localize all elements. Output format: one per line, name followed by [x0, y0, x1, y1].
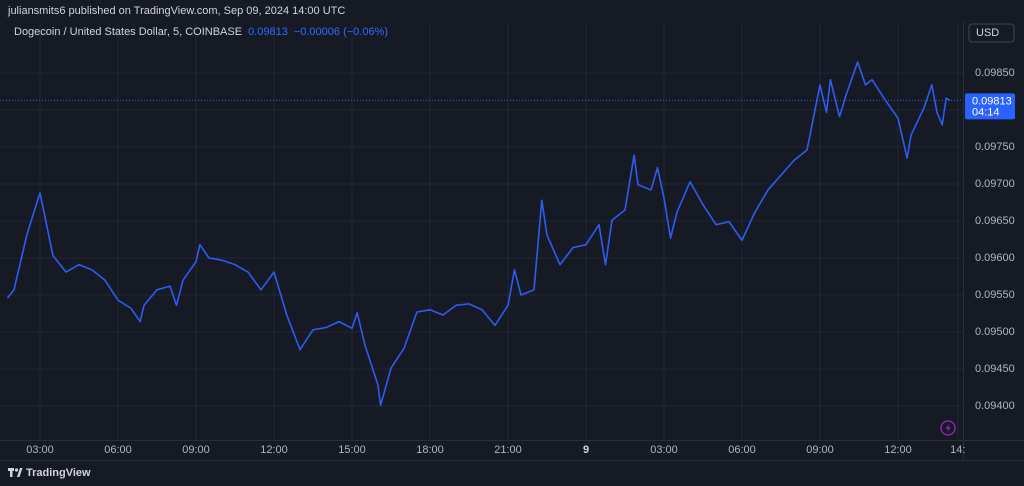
- y-tick-label: 0.09650: [975, 215, 1015, 227]
- y-tick-label: 0.09400: [975, 400, 1015, 412]
- alert-icon-bolt: [945, 423, 951, 433]
- header-change: −0.00006 (−0.06%): [294, 26, 388, 38]
- x-tick-label: 21:00: [494, 444, 522, 456]
- y-tick-label: 0.09850: [975, 67, 1015, 79]
- published-note: juliansmits6 published on TradingView.co…: [7, 5, 345, 17]
- last-price-label: 0.09813: [972, 95, 1012, 107]
- x-tick-label: 14:: [950, 444, 965, 456]
- x-tick-label: 03:00: [26, 444, 54, 456]
- x-tick-label: 12:00: [260, 444, 288, 456]
- x-tick-label: 09:00: [182, 444, 210, 456]
- x-tick-label: 06:00: [728, 444, 756, 456]
- x-tick-label: 03:00: [650, 444, 678, 456]
- plot-layer: [0, 61, 963, 407]
- alert-icon[interactable]: [940, 420, 956, 436]
- countdown-label: 04:14: [972, 106, 1000, 118]
- grid-layer: [0, 22, 963, 440]
- last-price-box: [965, 93, 1015, 120]
- brand-name: TradingView: [26, 467, 91, 479]
- y-tick-label: 0.09600: [975, 252, 1015, 264]
- x-tick-label: 06:00: [104, 444, 132, 456]
- y-tick-label: 0.09450: [975, 363, 1015, 375]
- x-tick-label: 15:00: [338, 444, 366, 456]
- currency[interactable]: USD: [976, 27, 999, 39]
- brand-logo: [8, 468, 23, 477]
- header-price: 0.09813: [248, 26, 288, 38]
- currency-button[interactable]: [968, 23, 1015, 43]
- x-tick-label: 12:00: [884, 444, 912, 456]
- symbol-name: Dogecoin / United States Dollar, 5, COIN…: [14, 26, 242, 38]
- price-line: [6, 61, 951, 407]
- y-tick-label: 0.09750: [975, 141, 1015, 153]
- y-tick-label: 0.09700: [975, 178, 1015, 190]
- x-tick-label: 18:00: [416, 444, 444, 456]
- y-tick-label: 0.09500: [975, 326, 1015, 338]
- x-tick-label: 09:00: [806, 444, 834, 456]
- y-tick-label: 0.09550: [975, 289, 1015, 301]
- x-tick-label: 9: [583, 444, 589, 456]
